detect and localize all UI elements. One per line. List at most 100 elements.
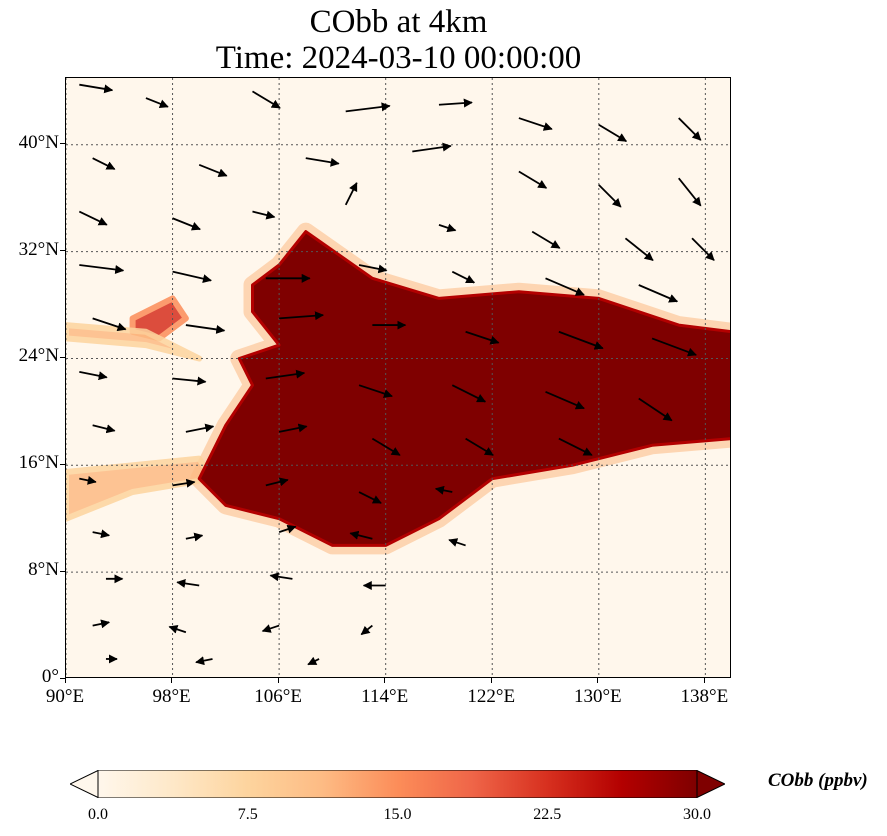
- wind-vector-40: [358, 384, 393, 398]
- colorbar-tick-label: 15.0: [383, 806, 412, 823]
- wind-vector-52: [265, 477, 289, 487]
- x-tick-mark: [277, 678, 279, 683]
- colorbar: [68, 769, 727, 799]
- wind-vector-15: [78, 210, 108, 226]
- wind-vector-19: [438, 223, 457, 233]
- x-tick-mark: [171, 678, 173, 683]
- colorbar-tick-label: 7.5: [237, 806, 258, 823]
- colorbar-extend-min: [68, 769, 99, 799]
- wind-vector-0: [79, 83, 114, 94]
- y-tick-label: 24°N: [18, 345, 59, 367]
- wind-vector-34: [465, 330, 500, 345]
- wind-vector-21: [624, 237, 654, 261]
- y-tick-mark: [60, 677, 65, 679]
- wind-vector-56: [185, 532, 204, 542]
- wind-vector-66: [261, 624, 280, 633]
- x-tick-label: 106°E: [254, 686, 302, 707]
- wind-vector-54: [434, 485, 453, 495]
- wind-vector-28: [545, 277, 585, 296]
- wind-vector-61: [176, 578, 200, 588]
- wind-vector-6: [598, 123, 628, 143]
- y-tick-mark: [60, 463, 65, 465]
- wind-vector-64: [92, 619, 111, 629]
- wind-vector-57: [278, 524, 297, 534]
- x-tick-mark: [384, 678, 386, 683]
- wind-vector-50: [79, 475, 97, 485]
- wind-vector-2: [252, 90, 281, 109]
- wind-vector-58: [349, 530, 373, 540]
- wind-vector-17: [252, 210, 276, 220]
- wind-vector-38: [172, 376, 207, 386]
- map-canvas: [66, 78, 730, 677]
- wind-vector-39: [265, 369, 306, 380]
- x-tick-label: 114°E: [361, 686, 409, 707]
- wind-vector-41: [451, 384, 487, 403]
- colorbar-bar: [97, 769, 698, 799]
- x-tick-label: 90°E: [45, 686, 85, 707]
- wind-vector-20: [531, 230, 561, 249]
- wind-vector-65: [168, 625, 187, 634]
- wind-vector-18: [344, 182, 358, 206]
- wind-vector-37: [79, 370, 108, 381]
- colorbar-extend-max: [696, 769, 727, 799]
- y-tick-mark: [60, 356, 65, 358]
- wind-vector-32: [279, 311, 325, 321]
- wind-vector-22: [691, 237, 715, 261]
- wind-vector-46: [278, 423, 308, 433]
- wind-vector-62: [269, 572, 293, 582]
- colorbar-tick-label: 0.0: [88, 806, 108, 823]
- wind-vector-12: [518, 170, 548, 189]
- x-tick-mark: [597, 678, 599, 683]
- y-tick-label: 32°N: [18, 238, 59, 260]
- y-tick-label: 0°: [41, 666, 59, 687]
- wind-vector-49: [558, 437, 593, 456]
- x-tick-label: 98°E: [152, 686, 191, 707]
- wind-vector-70: [307, 656, 320, 666]
- colorbar-tick-label: 22.5: [533, 806, 562, 823]
- map-title: CObb at 4km: [309, 4, 488, 40]
- wind-vector-4: [438, 98, 473, 108]
- y-tick-mark: [60, 143, 65, 145]
- wind-vector-8: [92, 157, 116, 170]
- wind-vector-5: [518, 117, 553, 131]
- wind-vector-47: [371, 437, 401, 456]
- x-tick-mark: [490, 678, 492, 683]
- wind-vector-1: [145, 97, 169, 109]
- map-subtitle-time: Time: 2024-03-10 00:00:00: [215, 40, 582, 76]
- wind-vector-10: [305, 157, 340, 167]
- wind-vector-69: [195, 656, 213, 666]
- map-plot-area: [65, 77, 731, 678]
- wind-vector-30: [92, 317, 127, 332]
- wind-vector-48: [465, 437, 494, 456]
- x-tick-label: 130°E: [573, 686, 622, 707]
- wind-vector-43: [638, 397, 673, 422]
- wind-vector-7: [678, 117, 702, 141]
- wind-vector-9: [198, 163, 228, 177]
- y-tick-label: 8°N: [28, 559, 59, 581]
- wind-vector-35: [558, 330, 604, 350]
- wind-vector-11: [412, 142, 452, 153]
- wind-vector-27: [451, 270, 476, 284]
- wind-vector-3: [345, 102, 391, 113]
- wind-vector-26: [358, 264, 388, 274]
- wind-vector-67: [360, 624, 373, 636]
- wind-vector-16: [172, 217, 201, 231]
- wind-vector-36: [651, 337, 697, 357]
- wind-vector-31: [185, 324, 226, 334]
- wind-vector-29: [638, 284, 679, 303]
- wind-vector-59: [448, 538, 466, 547]
- colorbar-label: CObb (ppbv): [768, 770, 868, 791]
- wind-vector-23: [79, 264, 125, 274]
- wind-vector-53: [358, 491, 382, 504]
- y-tick-label: 40°N: [18, 131, 59, 153]
- y-tick-mark: [60, 250, 65, 252]
- wind-vector-55: [92, 529, 111, 539]
- colorbar-gradient: [68, 769, 727, 799]
- wind-vector-51: [172, 478, 196, 488]
- wind-vector-44: [92, 424, 116, 434]
- wind-vector-24: [172, 270, 212, 284]
- y-tick-mark: [60, 570, 65, 572]
- wind-vector-45: [185, 423, 215, 433]
- x-tick-label: 138°E: [680, 686, 729, 707]
- x-tick-label: 122°E: [467, 686, 516, 707]
